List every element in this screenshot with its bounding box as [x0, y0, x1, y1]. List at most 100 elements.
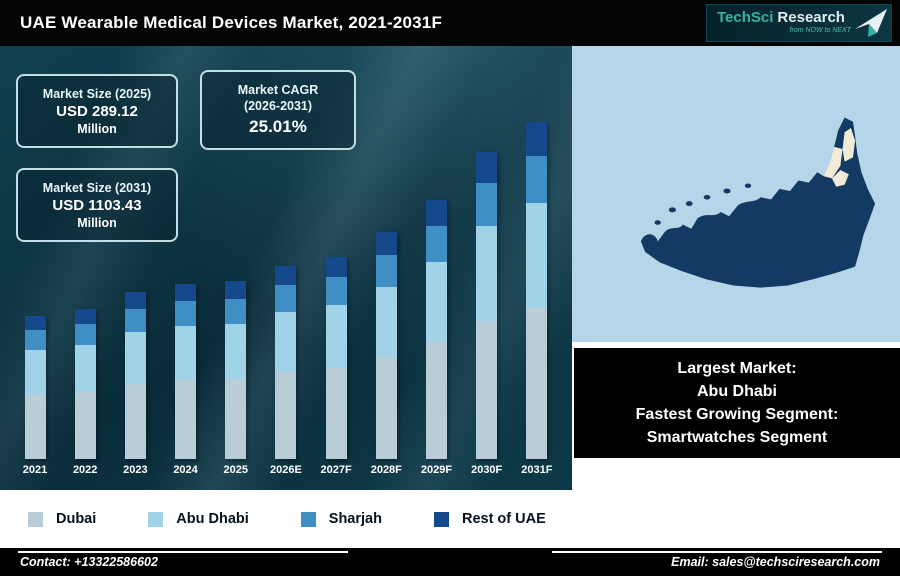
segment-abu-dhabi: [175, 326, 197, 380]
map-panel: [572, 46, 900, 342]
contact-text: Contact: +13322586602: [20, 555, 158, 569]
northern-emirates-region: [832, 170, 849, 187]
x-tick-label: 2030F: [471, 464, 503, 476]
segment-abu-dhabi: [375, 287, 397, 357]
stat-box-market-size-2031: Market Size (2031) USD 1103.43 Million: [16, 168, 178, 242]
bar-2025: [225, 281, 247, 459]
x-tick-label: 2026E: [270, 464, 302, 476]
segment-abu-dhabi: [526, 203, 548, 307]
segment-sharjah: [476, 183, 498, 226]
segment-abu-dhabi: [225, 324, 247, 379]
stat-label: Market CAGR: [237, 83, 319, 97]
segment-sharjah: [175, 301, 197, 326]
x-tick-label: 2024: [173, 464, 198, 476]
segment-dubai: [325, 368, 347, 459]
island: [668, 207, 676, 213]
segment-abu-dhabi: [74, 345, 96, 392]
bar-2026E: [275, 266, 297, 459]
stat-unit: Million: [77, 121, 117, 136]
legend-swatch: [433, 511, 449, 527]
segment-dubai: [74, 392, 96, 459]
island: [703, 194, 711, 200]
footer: Contact: +13322586602 Email: sales@techs…: [0, 548, 900, 576]
segment-dubai: [375, 357, 397, 459]
legend-label: Sharjah: [328, 511, 382, 527]
bar-2023: [124, 292, 146, 459]
caption-line: Smartwatches Segment: [646, 429, 828, 447]
chart-column: 2024: [163, 284, 209, 480]
stat-value: USD 289.12: [56, 102, 138, 120]
market-highlights-box: Largest Market: Abu Dhabi Fastest Growin…: [574, 348, 900, 458]
stat-label: Market Size (2025): [42, 86, 152, 101]
legend-item-abu-dhabi: Abu Dhabi: [148, 511, 249, 527]
segment-dubai: [275, 372, 297, 459]
stat-unit: Million: [77, 215, 117, 230]
chart-columns: 2021 2022 2023 2024 2025 2026E 2027F 2028F 2029F…: [12, 100, 560, 480]
segment-rest-of-uae: [426, 200, 447, 226]
uae-landmass: [640, 117, 876, 288]
segment-rest-of-uae: [325, 257, 347, 277]
northern-emirates-region: [823, 146, 843, 179]
bar-2027F: [325, 257, 347, 459]
stat-label: Market Size (2031): [42, 180, 152, 195]
stat-box-market-cagr: Market CAGR (2026-2031) 25.01%: [200, 70, 356, 150]
segment-rest-of-uae: [124, 292, 146, 309]
bar-2028F: [375, 232, 397, 459]
chart-column: 2029F: [414, 200, 460, 480]
segment-sharjah: [325, 277, 347, 305]
segment-dubai: [124, 384, 146, 459]
legend-swatch: [148, 511, 164, 527]
segment-abu-dhabi: [325, 305, 347, 368]
stat-value: USD 1103.43: [52, 196, 142, 214]
segment-rest-of-uae: [375, 232, 397, 255]
email-text: Email: sales@techsciresearch.com: [671, 555, 880, 569]
logo-brand-secondary: Research: [777, 9, 845, 26]
chart-column: 2025: [213, 281, 259, 480]
segment-sharjah: [225, 299, 247, 324]
segment-sharjah: [24, 330, 46, 350]
island: [723, 188, 731, 194]
segment-rest-of-uae: [275, 266, 297, 285]
uae-map: [640, 117, 876, 288]
segment-sharjah: [74, 324, 96, 345]
segment-sharjah: [526, 156, 548, 203]
bar-2022: [74, 309, 96, 459]
legend: Dubai Abu Dhabi Sharjah Rest of UAE: [0, 490, 900, 548]
caption-line: Fastest Growing Segment:: [635, 406, 839, 423]
segment-abu-dhabi: [24, 350, 46, 395]
segment-rest-of-uae: [526, 122, 548, 156]
chart-column: 2031F: [514, 122, 560, 480]
segment-sharjah: [124, 309, 146, 332]
segment-sharjah: [426, 226, 447, 262]
page-title: UAE Wearable Medical Devices Market, 202…: [20, 13, 443, 32]
segment-dubai: [476, 321, 498, 459]
x-tick-label: 2031F: [521, 464, 553, 476]
chart-panel: Market Size (2025) USD 289.12 Million Ma…: [0, 46, 572, 490]
paper-plane-icon: [855, 9, 887, 37]
bar-2031F: [526, 122, 548, 459]
segment-sharjah: [375, 255, 397, 287]
legend-item-rest-of-uae: Rest of UAE: [433, 511, 546, 527]
x-tick-label: 2022: [72, 464, 98, 476]
segment-dubai: [225, 379, 247, 459]
island: [685, 201, 693, 207]
segment-dubai: [426, 342, 447, 459]
logo-brand-text: TechSci Research: [717, 9, 851, 26]
segment-rest-of-uae: [74, 309, 96, 324]
x-tick-label: 2025: [223, 464, 248, 476]
chart-column: 2021: [12, 316, 58, 480]
segment-rest-of-uae: [175, 284, 197, 301]
legend-label: Dubai: [56, 511, 97, 527]
chart-column: 2023: [112, 292, 158, 480]
logo-tagline: from NOW to NEXT: [789, 27, 851, 34]
bar-2024: [175, 284, 197, 459]
caption-line: Abu Dhabi: [697, 382, 777, 400]
segment-abu-dhabi: [275, 312, 297, 372]
segment-dubai: [24, 395, 46, 459]
segment-abu-dhabi: [426, 262, 447, 342]
chart-column: 2027F: [313, 257, 359, 480]
segment-rest-of-uae: [476, 152, 498, 183]
legend-item-sharjah: Sharjah: [300, 511, 382, 527]
chart-column: 2030F: [464, 152, 510, 480]
